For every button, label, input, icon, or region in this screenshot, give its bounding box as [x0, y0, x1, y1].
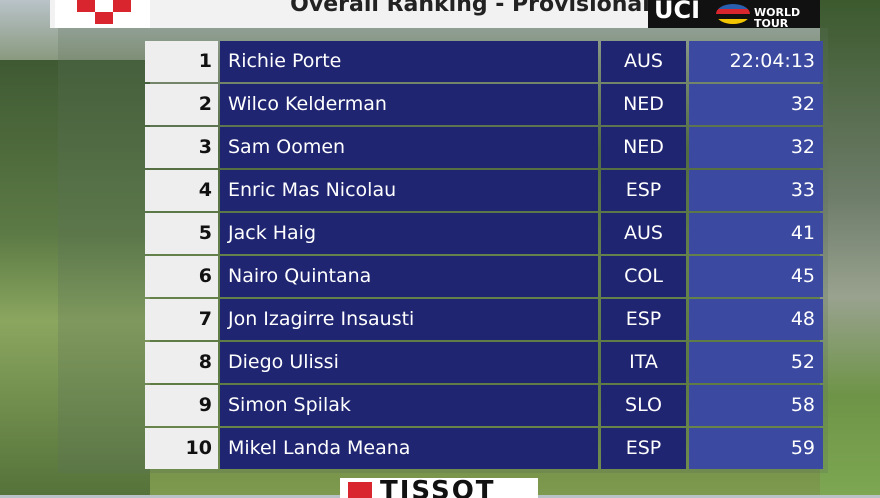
- logo-rainbow: [716, 4, 750, 24]
- nation: AUS: [601, 213, 686, 254]
- table-row: 10 Mikel Landa Meana ESP 59: [145, 428, 823, 469]
- gap-time: 33: [689, 170, 823, 211]
- rider-name: Nairo Quintana: [220, 256, 598, 297]
- background-village: [820, 0, 880, 495]
- logo-subtext: WORLD TOUR: [754, 6, 801, 30]
- nation: ESP: [601, 428, 686, 469]
- rider-name: Enric Mas Nicolau: [220, 170, 598, 211]
- table-row: 1 Richie Porte AUS 22:04:13: [145, 41, 823, 82]
- gap-time: 45: [689, 256, 823, 297]
- table-row: 5 Jack Haig AUS 41: [145, 213, 823, 254]
- gap-time: 58: [689, 385, 823, 426]
- race-logo: [55, 0, 150, 28]
- rank: 3: [145, 127, 218, 168]
- nation: NED: [601, 84, 686, 125]
- nation: ITA: [601, 342, 686, 383]
- rider-name: Diego Ulissi: [220, 342, 598, 383]
- table-row: 8 Diego Ulissi ITA 52: [145, 342, 823, 383]
- nation: COL: [601, 256, 686, 297]
- rider-name: Mikel Landa Meana: [220, 428, 598, 469]
- gap-time: 59: [689, 428, 823, 469]
- rank: 5: [145, 213, 218, 254]
- rank: 9: [145, 385, 218, 426]
- rank: 6: [145, 256, 218, 297]
- uci-logo: UCI WORLD TOUR: [648, 0, 820, 30]
- table-row: 4 Enric Mas Nicolau ESP 33: [145, 170, 823, 211]
- check: [113, 0, 131, 12]
- nation: AUS: [601, 41, 686, 82]
- check: [95, 12, 113, 24]
- rider-name: Jon Izagirre Insausti: [220, 299, 598, 340]
- gap-time: 32: [689, 84, 823, 125]
- rider-name: Sam Oomen: [220, 127, 598, 168]
- background-hills: [0, 60, 150, 495]
- gap-time: 32: [689, 127, 823, 168]
- rider-name: Richie Porte: [220, 41, 598, 82]
- rider-name: Wilco Kelderman: [220, 84, 598, 125]
- gap-time: 52: [689, 342, 823, 383]
- nation: NED: [601, 127, 686, 168]
- rank: 1: [145, 41, 218, 82]
- rank: 2: [145, 84, 218, 125]
- rider-name: Simon Spilak: [220, 385, 598, 426]
- rank: 7: [145, 299, 218, 340]
- gap-time: 22:04:13: [689, 41, 823, 82]
- table-row: 2 Wilco Kelderman NED 32: [145, 84, 823, 125]
- nation: ESP: [601, 299, 686, 340]
- rank: 4: [145, 170, 218, 211]
- sponsor-cross: [348, 482, 372, 498]
- table-row: 3 Sam Oomen NED 32: [145, 127, 823, 168]
- rider-name: Jack Haig: [220, 213, 598, 254]
- sponsor-text: TISSOT: [380, 478, 496, 498]
- gap-time: 41: [689, 213, 823, 254]
- table-row: 6 Nairo Quintana COL 45: [145, 256, 823, 297]
- gap-time: 48: [689, 299, 823, 340]
- rank: 8: [145, 342, 218, 383]
- rank: 10: [145, 428, 218, 469]
- nation: SLO: [601, 385, 686, 426]
- logo-text: UCI: [654, 0, 701, 24]
- table-row: 9 Simon Spilak SLO 58: [145, 385, 823, 426]
- title: Overall Ranking - Provisional: [290, 0, 650, 17]
- sponsor-logo: TISSOT: [340, 478, 538, 498]
- nation: ESP: [601, 170, 686, 211]
- table-row: 7 Jon Izagirre Insausti ESP 48: [145, 299, 823, 340]
- check: [77, 0, 95, 12]
